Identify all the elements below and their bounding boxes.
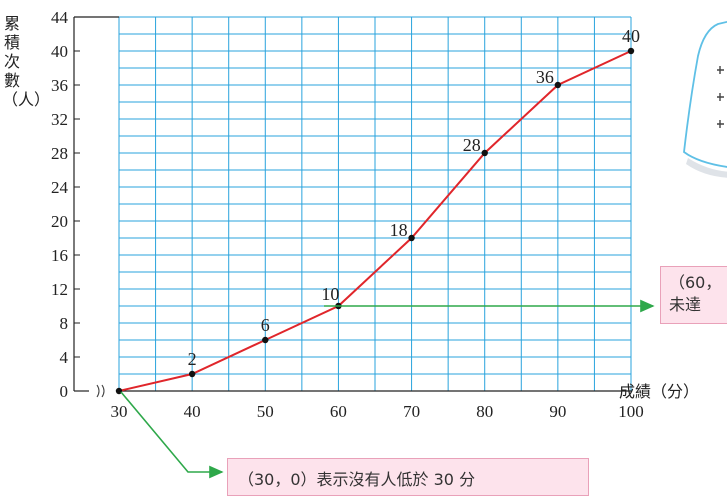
data-point — [262, 336, 269, 344]
y-axis-label: 累積次數（人） — [2, 14, 51, 109]
y-tick-label: 0 — [60, 382, 69, 401]
callout-right-line2: 未達 — [669, 295, 702, 314]
callout-bottom-text: （30，0）表示沒有人低於 30 分 — [238, 470, 476, 489]
y-tick-label: 12 — [51, 280, 68, 299]
x-tick-label: 60 — [330, 402, 347, 421]
y-tick-label: 4 — [60, 348, 69, 367]
x-tick-labels: 30 40 50 60 70 80 90 100 — [111, 402, 644, 421]
data-label: 36 — [536, 67, 554, 87]
callout-bottom: （30，0）表示沒有人低於 30 分 — [227, 458, 589, 496]
y-tick-label: 40 — [51, 42, 68, 61]
data-label: 18 — [390, 220, 408, 240]
data-label: 2 — [188, 349, 197, 369]
y-tick-label: 36 — [51, 76, 68, 95]
y-tick-label: 32 — [51, 110, 68, 129]
plot-grid — [118, 16, 632, 392]
callout-right: （60， 未達 — [660, 266, 727, 324]
x-tick-label: 40 — [184, 402, 201, 421]
data-points — [115, 47, 635, 395]
callout-right-line1: （60， — [669, 273, 722, 292]
speech-bubble-text-fragments — [717, 66, 724, 128]
y-tick-labels: 0 4 8 12 16 20 24 28 32 36 40 44 — [51, 8, 69, 401]
data-label: 10 — [321, 284, 339, 304]
y-tick-label: 24 — [51, 178, 69, 197]
data-label: 40 — [622, 26, 640, 46]
y-tick-label: 28 — [51, 144, 68, 163]
x-tick-label: 90 — [549, 402, 566, 421]
y-tick-label: 44 — [51, 8, 69, 27]
speech-bubble-shape — [683, 20, 727, 168]
speech-bubble-shadow — [686, 158, 727, 178]
data-point — [627, 47, 635, 55]
axis-break-icon — [96, 384, 105, 398]
x-tick-label: 70 — [403, 402, 420, 421]
data-label: 28 — [463, 135, 481, 155]
data-labels: 2 6 10 18 28 36 40 — [188, 26, 640, 369]
data-point — [481, 149, 488, 157]
x-tick-label: 30 — [111, 402, 128, 421]
y-tick-label: 20 — [51, 212, 68, 231]
y-tick-label: 16 — [51, 246, 68, 265]
y-tick-label: 8 — [60, 314, 69, 333]
data-point — [554, 81, 562, 89]
axes — [73, 16, 631, 398]
x-axis-label: 成績（分） — [619, 382, 700, 401]
x-tick-label: 50 — [257, 402, 274, 421]
x-tick-label: 100 — [618, 402, 644, 421]
data-label: 6 — [261, 315, 270, 335]
arrow-bottom — [120, 391, 224, 479]
data-point — [188, 370, 196, 378]
x-tick-label: 80 — [476, 402, 493, 421]
data-point — [408, 234, 415, 242]
cumulative-line — [118, 50, 632, 392]
